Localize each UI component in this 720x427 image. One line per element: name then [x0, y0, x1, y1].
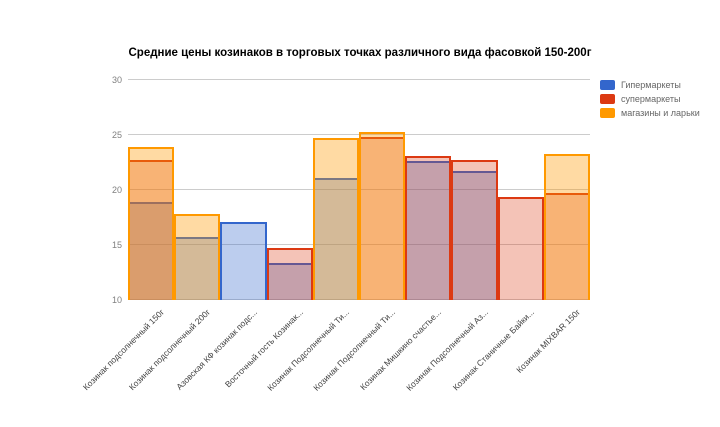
legend-item-hypermarkets: Гипермаркеты — [600, 79, 700, 90]
bar-супермаркеты-8 — [497, 196, 544, 300]
legend-swatch-red — [600, 93, 615, 104]
legend-label: Гипермаркеты — [621, 79, 681, 90]
bar-магазины и ларьки-0 — [128, 147, 175, 300]
y-tick-label: 15 — [111, 240, 122, 250]
bar-магазины и ларьки-1 — [174, 214, 221, 300]
chart-legend: Гипермаркеты супермаркеты магазины и лар… — [600, 79, 700, 121]
chart-title: Средние цены козинаков в торговых точках… — [128, 47, 592, 59]
bar-супермаркеты-7 — [451, 160, 498, 300]
legend-label: магазины и ларьки — [621, 107, 700, 118]
slide-canvas: Средние цены козинаков в торговых точках… — [81, 47, 700, 403]
bar-Гипермаркеты-2 — [220, 221, 267, 300]
y-tick-label: 10 — [111, 295, 122, 305]
bar-супермаркеты-6 — [405, 155, 452, 300]
y-tick-label: 30 — [111, 75, 122, 85]
x-axis-labels: Козинак подсолнечный 150г Козинак подсолн… — [81, 303, 590, 403]
legend-swatch-orange — [600, 107, 615, 118]
y-tick-label: 20 — [111, 185, 122, 195]
legend-label: супермаркеты — [621, 93, 681, 104]
bar-магазины и ларьки-9 — [543, 153, 590, 300]
legend-swatch-blue — [600, 79, 615, 90]
bar-супермаркеты-3 — [266, 248, 313, 300]
legend-item-supermarkets: супермаркеты — [600, 93, 700, 104]
gridline — [128, 79, 590, 80]
legend-item-small-shops: магазины и ларьки — [600, 107, 700, 118]
y-tick-label: 25 — [111, 130, 122, 140]
bar-магазины и ларьки-4 — [312, 138, 359, 300]
plot-area — [128, 79, 590, 300]
bar-Гипермаркеты-4 — [312, 177, 359, 300]
bar-магазины и ларьки-5 — [359, 131, 406, 300]
